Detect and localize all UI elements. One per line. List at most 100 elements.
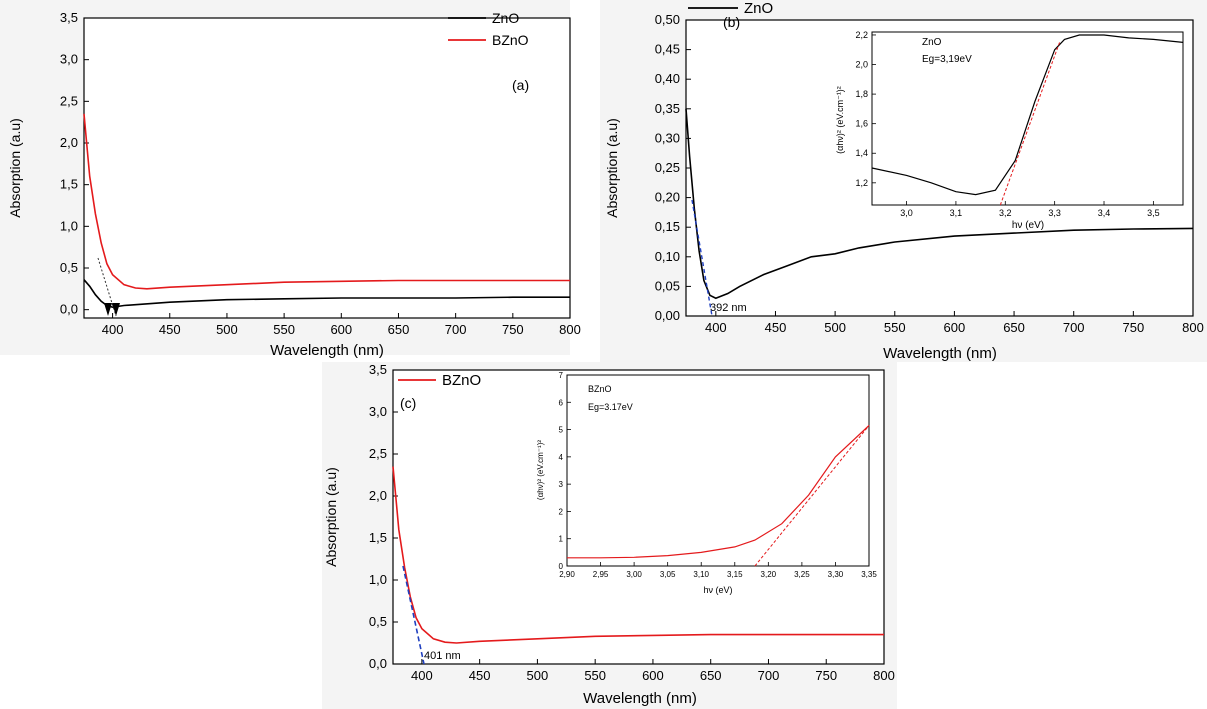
edge-annotation: 401 nm bbox=[424, 650, 461, 662]
inset-x-tick-label: 3,4 bbox=[1098, 208, 1111, 218]
y-tick-label: 0,0 bbox=[369, 656, 387, 671]
inset-y-tick-label: 2 bbox=[559, 507, 564, 516]
tangent-line-b bbox=[691, 199, 713, 317]
inset-y-tick-label: 3 bbox=[559, 480, 564, 489]
y-tick-label: 0,45 bbox=[655, 42, 680, 57]
inset-y-tick-label: 1,8 bbox=[855, 89, 868, 99]
inset-x-tick-label: 3,15 bbox=[727, 570, 743, 579]
inset-x-tick-label: 3,20 bbox=[761, 570, 777, 579]
legend-label: ZnO bbox=[744, 0, 773, 17]
plot-frame bbox=[83, 17, 571, 319]
inset-y-tick-label: 6 bbox=[559, 398, 564, 407]
y-tick-label: 3,5 bbox=[369, 362, 387, 377]
legend-label: BZnO bbox=[442, 372, 481, 389]
x-tick-label: 700 bbox=[1063, 320, 1085, 335]
x-tick-label: 550 bbox=[884, 320, 906, 335]
y-tick-label: 0,20 bbox=[655, 190, 680, 205]
chart-panel-c: 400 450 500 550 600 650 700 750 8000,00,51,01,52… bbox=[323, 362, 895, 707]
chart-panel-a: 400 450 500 550 600 650 700 750 800 0,0 0,5 1,0 1,5 2… bbox=[7, 10, 581, 359]
x-tick-label: 500 bbox=[527, 668, 549, 683]
x-tick-label: 400 bbox=[411, 668, 433, 683]
inset-y-tick-label: 5 bbox=[559, 426, 564, 435]
inset-x-tick-label: 2,90 bbox=[559, 570, 575, 579]
inset-x-tick-label: 3,0 bbox=[900, 208, 913, 218]
x-tick-label: 650 bbox=[700, 668, 722, 683]
y-tick-label: 0,40 bbox=[655, 71, 680, 86]
y-axis-label: Absorption (a.u) bbox=[7, 118, 23, 218]
inset-sample-label: BZnO bbox=[588, 384, 612, 394]
y-tick-label: 2,5 bbox=[60, 93, 78, 108]
legend-label: BZnO bbox=[492, 32, 529, 48]
inset-sample-label: ZnO bbox=[922, 37, 942, 48]
y-tick-label: 0,30 bbox=[655, 130, 680, 145]
panel-label: (b) bbox=[723, 14, 740, 30]
y-tick-label: 0,50 bbox=[655, 12, 680, 27]
inset-bandgap-label: Eg=3,19eV bbox=[922, 54, 972, 65]
inset-x-tick-label: 3,10 bbox=[693, 570, 709, 579]
x-tick-label: 600 bbox=[330, 322, 352, 337]
inset-y-tick-label: 4 bbox=[559, 453, 564, 462]
y-axis-label: Absorption (a.u) bbox=[604, 118, 620, 218]
inset-x-tick-label: 3,2 bbox=[999, 208, 1012, 218]
edge-arrow-icon bbox=[112, 303, 120, 316]
x-tick-label: 600 bbox=[642, 668, 664, 683]
x-tick-label: 650 bbox=[1003, 320, 1025, 335]
inset-bandgap-label: Eg=3.17eV bbox=[588, 402, 633, 412]
inset-x-tick-label: 3,05 bbox=[660, 570, 676, 579]
x-tick-label: 500 bbox=[824, 320, 846, 335]
x-tick-label: 400 bbox=[102, 322, 124, 337]
x-tick-label: 400 bbox=[705, 320, 727, 335]
chart-panel-b: 400 450 500 550 600 650 700 750 800 0,00 0,05 0,10 0… bbox=[604, 0, 1204, 362]
inset-y-tick-label: 1 bbox=[559, 535, 564, 544]
y-tick-label: 3,0 bbox=[369, 404, 387, 419]
series-line-zno bbox=[83, 279, 570, 309]
x-tick-label: 700 bbox=[758, 668, 780, 683]
inset-y-tick-label: 1,2 bbox=[855, 178, 868, 188]
inset-fit-line bbox=[999, 42, 1061, 206]
edge-annotation: 392 nm bbox=[710, 302, 747, 314]
x-tick-label: 700 bbox=[445, 322, 467, 337]
inset-x-tick-label: 3,1 bbox=[950, 208, 963, 218]
x-tick-label: 800 bbox=[559, 322, 581, 337]
inset-x-axis-label: hν (eV) bbox=[703, 585, 732, 595]
inset-x-tick-label: 3,25 bbox=[794, 570, 810, 579]
x-tick-label: 650 bbox=[388, 322, 410, 337]
inset-y-tick-label: 0 bbox=[559, 562, 564, 571]
inset-x-tick-label: 3,3 bbox=[1048, 208, 1061, 218]
inset-x-tick-label: 3,00 bbox=[626, 570, 642, 579]
inset-x-tick-label: 2,95 bbox=[593, 570, 609, 579]
x-tick-label: 500 bbox=[216, 322, 238, 337]
inset-y-tick-label: 7 bbox=[559, 371, 564, 380]
inset-x-tick-label: 3,35 bbox=[861, 570, 877, 579]
x-axis-label: Wavelength (nm) bbox=[883, 345, 997, 362]
x-tick-label: 750 bbox=[815, 668, 837, 683]
inset-y-axis-label: (αhν)² (eV.cm⁻¹)² bbox=[536, 440, 545, 500]
panel-label: (c) bbox=[400, 395, 416, 411]
y-tick-label: 0,00 bbox=[655, 308, 680, 323]
y-tick-label: 2,5 bbox=[369, 446, 387, 461]
inset-y-tick-label: 2,2 bbox=[855, 30, 868, 40]
x-axis-label: Wavelength (nm) bbox=[583, 690, 697, 707]
y-axis-label: Absorption (a.u) bbox=[323, 467, 339, 567]
y-tick-label: 0,5 bbox=[369, 614, 387, 629]
inset-curve bbox=[871, 34, 1184, 196]
inset-x-tick-label: 3,30 bbox=[828, 570, 844, 579]
inset-y-tick-label: 2,0 bbox=[855, 60, 868, 70]
x-tick-label: 550 bbox=[273, 322, 295, 337]
y-tick-label: 0,15 bbox=[655, 219, 680, 234]
y-tick-label: 0,0 bbox=[60, 302, 78, 317]
x-tick-label: 800 bbox=[873, 668, 895, 683]
y-tick-label: 1,0 bbox=[60, 218, 78, 233]
x-tick-label: 450 bbox=[765, 320, 787, 335]
inset-x-axis-label: hν (eV) bbox=[1012, 220, 1044, 231]
y-tick-label: 0,05 bbox=[655, 278, 680, 293]
y-tick-label: 3,5 bbox=[60, 10, 78, 25]
inset-curve bbox=[567, 425, 870, 559]
legend-label: ZnO bbox=[492, 10, 519, 26]
x-tick-label: 800 bbox=[1182, 320, 1204, 335]
y-tick-label: 1,5 bbox=[369, 530, 387, 545]
x-tick-label: 750 bbox=[1123, 320, 1145, 335]
inset-y-tick-label: 1,4 bbox=[855, 148, 868, 158]
inset-fit-line bbox=[754, 425, 870, 567]
